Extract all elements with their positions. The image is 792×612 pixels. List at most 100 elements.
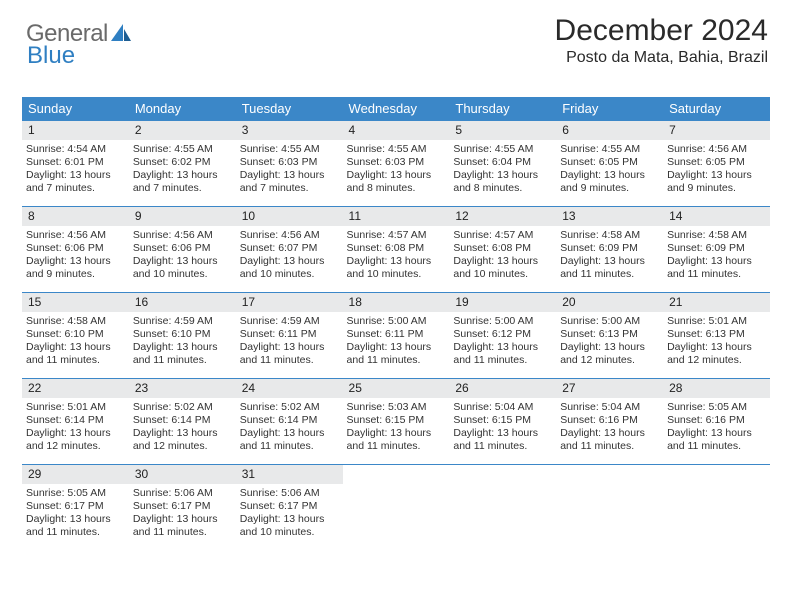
sunset-text: Sunset: 6:14 PM xyxy=(26,414,125,427)
calendar-day-cell: 19Sunrise: 5:00 AMSunset: 6:12 PMDayligh… xyxy=(449,293,556,379)
sunset-text: Sunset: 6:15 PM xyxy=(347,414,446,427)
daylight-text-2: and 11 minutes. xyxy=(453,354,552,367)
day-details: Sunrise: 5:06 AMSunset: 6:17 PMDaylight:… xyxy=(129,484,236,544)
calendar-page: General December 2024 Posto da Mata, Bah… xyxy=(0,0,792,612)
day-number: 31 xyxy=(236,465,343,484)
calendar-day-cell: 17Sunrise: 4:59 AMSunset: 6:11 PMDayligh… xyxy=(236,293,343,379)
sunset-text: Sunset: 6:17 PM xyxy=(133,500,232,513)
calendar-day-cell: 29Sunrise: 5:05 AMSunset: 6:17 PMDayligh… xyxy=(22,465,129,551)
daylight-text-2: and 11 minutes. xyxy=(560,440,659,453)
daylight-text-2: and 9 minutes. xyxy=(667,182,766,195)
day-number: 13 xyxy=(556,207,663,226)
day-number: 29 xyxy=(22,465,129,484)
day-number: 12 xyxy=(449,207,556,226)
weekday-header: Sunday xyxy=(22,97,129,121)
sunset-text: Sunset: 6:09 PM xyxy=(667,242,766,255)
sunset-text: Sunset: 6:06 PM xyxy=(26,242,125,255)
daylight-text-2: and 11 minutes. xyxy=(453,440,552,453)
sunrise-text: Sunrise: 5:00 AM xyxy=(560,315,659,328)
sunrise-text: Sunrise: 4:57 AM xyxy=(453,229,552,242)
sunset-text: Sunset: 6:12 PM xyxy=(453,328,552,341)
sunset-text: Sunset: 6:13 PM xyxy=(560,328,659,341)
daylight-text-1: Daylight: 13 hours xyxy=(347,341,446,354)
logo-text-blue: Blue xyxy=(27,42,75,69)
daylight-text-2: and 9 minutes. xyxy=(26,268,125,281)
sunrise-text: Sunrise: 5:01 AM xyxy=(26,401,125,414)
calendar-day-cell: 9Sunrise: 4:56 AMSunset: 6:06 PMDaylight… xyxy=(129,207,236,293)
day-details: Sunrise: 4:54 AMSunset: 6:01 PMDaylight:… xyxy=(22,140,129,200)
sunrise-text: Sunrise: 5:06 AM xyxy=(240,487,339,500)
daylight-text-1: Daylight: 13 hours xyxy=(133,169,232,182)
day-number: 24 xyxy=(236,379,343,398)
calendar-day-cell: 26Sunrise: 5:04 AMSunset: 6:15 PMDayligh… xyxy=(449,379,556,465)
sunset-text: Sunset: 6:03 PM xyxy=(240,156,339,169)
title-block: December 2024 Posto da Mata, Bahia, Braz… xyxy=(555,14,770,67)
weekday-header: Tuesday xyxy=(236,97,343,121)
sunrise-text: Sunrise: 4:54 AM xyxy=(26,143,125,156)
daylight-text-2: and 8 minutes. xyxy=(453,182,552,195)
calendar-day-cell: 22Sunrise: 5:01 AMSunset: 6:14 PMDayligh… xyxy=(22,379,129,465)
calendar-day-cell: 8Sunrise: 4:56 AMSunset: 6:06 PMDaylight… xyxy=(22,207,129,293)
calendar-day-cell xyxy=(343,465,450,551)
calendar-day-cell: 11Sunrise: 4:57 AMSunset: 6:08 PMDayligh… xyxy=(343,207,450,293)
sunset-text: Sunset: 6:15 PM xyxy=(453,414,552,427)
sunset-text: Sunset: 6:10 PM xyxy=(26,328,125,341)
sunset-text: Sunset: 6:04 PM xyxy=(453,156,552,169)
logo-sail-icon xyxy=(110,23,132,43)
day-number: 28 xyxy=(663,379,770,398)
calendar-day-cell: 18Sunrise: 5:00 AMSunset: 6:11 PMDayligh… xyxy=(343,293,450,379)
sunrise-text: Sunrise: 5:02 AM xyxy=(240,401,339,414)
calendar-day-cell: 1Sunrise: 4:54 AMSunset: 6:01 PMDaylight… xyxy=(22,121,129,207)
day-details: Sunrise: 4:59 AMSunset: 6:10 PMDaylight:… xyxy=(129,312,236,372)
calendar-day-cell xyxy=(556,465,663,551)
day-details: Sunrise: 5:01 AMSunset: 6:13 PMDaylight:… xyxy=(663,312,770,372)
daylight-text-1: Daylight: 13 hours xyxy=(453,169,552,182)
sunrise-text: Sunrise: 4:58 AM xyxy=(26,315,125,328)
daylight-text-1: Daylight: 13 hours xyxy=(133,513,232,526)
sunset-text: Sunset: 6:16 PM xyxy=(560,414,659,427)
sunrise-text: Sunrise: 4:57 AM xyxy=(347,229,446,242)
sunrise-text: Sunrise: 5:04 AM xyxy=(453,401,552,414)
day-details: Sunrise: 4:55 AMSunset: 6:05 PMDaylight:… xyxy=(556,140,663,200)
daylight-text-2: and 10 minutes. xyxy=(240,268,339,281)
day-number: 21 xyxy=(663,293,770,312)
day-number: 10 xyxy=(236,207,343,226)
day-details: Sunrise: 5:03 AMSunset: 6:15 PMDaylight:… xyxy=(343,398,450,458)
sunrise-text: Sunrise: 4:59 AM xyxy=(133,315,232,328)
calendar-day-cell xyxy=(663,465,770,551)
daylight-text-1: Daylight: 13 hours xyxy=(240,341,339,354)
calendar-day-cell: 10Sunrise: 4:56 AMSunset: 6:07 PMDayligh… xyxy=(236,207,343,293)
calendar-day-cell: 14Sunrise: 4:58 AMSunset: 6:09 PMDayligh… xyxy=(663,207,770,293)
day-number: 22 xyxy=(22,379,129,398)
day-details: Sunrise: 5:00 AMSunset: 6:11 PMDaylight:… xyxy=(343,312,450,372)
daylight-text-1: Daylight: 13 hours xyxy=(26,513,125,526)
sunset-text: Sunset: 6:16 PM xyxy=(667,414,766,427)
day-details: Sunrise: 4:57 AMSunset: 6:08 PMDaylight:… xyxy=(343,226,450,286)
sunset-text: Sunset: 6:17 PM xyxy=(240,500,339,513)
sunset-text: Sunset: 6:11 PM xyxy=(347,328,446,341)
weekday-header: Wednesday xyxy=(343,97,450,121)
sunset-text: Sunset: 6:08 PM xyxy=(347,242,446,255)
calendar-week-row: 8Sunrise: 4:56 AMSunset: 6:06 PMDaylight… xyxy=(22,207,770,293)
sunrise-text: Sunrise: 4:56 AM xyxy=(133,229,232,242)
sunrise-text: Sunrise: 5:05 AM xyxy=(26,487,125,500)
calendar-body: 1Sunrise: 4:54 AMSunset: 6:01 PMDaylight… xyxy=(22,121,770,551)
month-title: December 2024 xyxy=(555,14,768,47)
daylight-text-1: Daylight: 13 hours xyxy=(560,255,659,268)
day-details: Sunrise: 4:55 AMSunset: 6:02 PMDaylight:… xyxy=(129,140,236,200)
weekday-header: Thursday xyxy=(449,97,556,121)
calendar-week-row: 15Sunrise: 4:58 AMSunset: 6:10 PMDayligh… xyxy=(22,293,770,379)
daylight-text-2: and 11 minutes. xyxy=(133,354,232,367)
day-details: Sunrise: 5:06 AMSunset: 6:17 PMDaylight:… xyxy=(236,484,343,544)
day-details: Sunrise: 5:04 AMSunset: 6:16 PMDaylight:… xyxy=(556,398,663,458)
day-number: 19 xyxy=(449,293,556,312)
daylight-text-1: Daylight: 13 hours xyxy=(26,255,125,268)
daylight-text-1: Daylight: 13 hours xyxy=(667,169,766,182)
daylight-text-1: Daylight: 13 hours xyxy=(26,169,125,182)
daylight-text-2: and 12 minutes. xyxy=(667,354,766,367)
day-details: Sunrise: 4:58 AMSunset: 6:09 PMDaylight:… xyxy=(663,226,770,286)
day-details: Sunrise: 4:57 AMSunset: 6:08 PMDaylight:… xyxy=(449,226,556,286)
day-number: 5 xyxy=(449,121,556,140)
day-details: Sunrise: 5:01 AMSunset: 6:14 PMDaylight:… xyxy=(22,398,129,458)
calendar-table: Sunday Monday Tuesday Wednesday Thursday… xyxy=(22,97,770,551)
